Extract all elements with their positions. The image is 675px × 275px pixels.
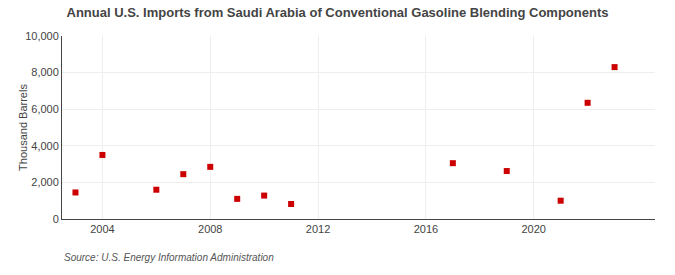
svg-text:Thousand Barrels: Thousand Barrels — [17, 84, 29, 171]
svg-text:Annual U.S. Imports from Saudi: Annual U.S. Imports from Saudi Arabia of… — [67, 5, 609, 20]
svg-text:2016: 2016 — [414, 223, 438, 235]
svg-text:Source: U.S. Energy Informatio: Source: U.S. Energy Information Administ… — [64, 252, 274, 263]
svg-text:8,000: 8,000 — [31, 66, 59, 78]
svg-text:6,000: 6,000 — [31, 103, 59, 115]
svg-text:2020: 2020 — [521, 223, 545, 235]
svg-text:2004: 2004 — [90, 223, 114, 235]
svg-text:0: 0 — [53, 213, 59, 225]
svg-text:4,000: 4,000 — [31, 140, 59, 152]
svg-text:10,000: 10,000 — [25, 30, 59, 42]
svg-text:2008: 2008 — [198, 223, 222, 235]
svg-text:2,000: 2,000 — [31, 176, 59, 188]
svg-text:2012: 2012 — [306, 223, 330, 235]
